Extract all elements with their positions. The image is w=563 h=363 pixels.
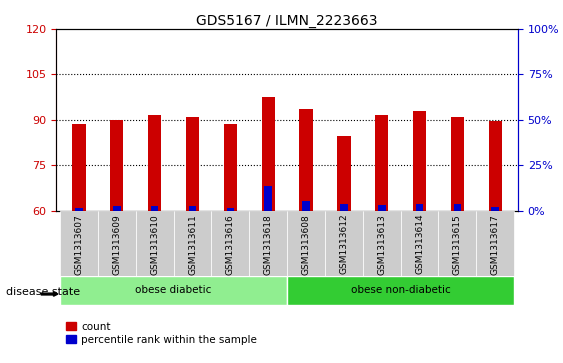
Bar xyxy=(416,204,423,211)
Text: GSM1313614: GSM1313614 xyxy=(415,214,424,274)
Bar xyxy=(113,206,120,211)
Bar xyxy=(302,201,310,211)
Bar xyxy=(439,211,476,276)
Text: GSM1313618: GSM1313618 xyxy=(263,214,272,274)
Bar xyxy=(340,204,348,211)
Bar xyxy=(265,186,272,211)
Text: GSM1313608: GSM1313608 xyxy=(302,214,311,274)
Bar xyxy=(287,276,514,305)
Legend: count, percentile rank within the sample: count, percentile rank within the sample xyxy=(61,317,261,349)
Bar xyxy=(413,111,426,211)
Text: obese non-diabetic: obese non-diabetic xyxy=(351,285,450,295)
Bar xyxy=(212,211,249,276)
Bar xyxy=(375,115,388,211)
Bar xyxy=(60,276,287,305)
Bar xyxy=(98,211,136,276)
Bar xyxy=(378,205,386,211)
Bar xyxy=(337,136,351,211)
Bar xyxy=(73,124,86,211)
Bar xyxy=(287,211,325,276)
Text: GSM1313610: GSM1313610 xyxy=(150,214,159,274)
Bar xyxy=(189,206,196,211)
Bar xyxy=(451,117,464,211)
Bar xyxy=(186,117,199,211)
Bar xyxy=(363,211,401,276)
Text: GSM1313607: GSM1313607 xyxy=(74,214,83,274)
Text: disease state: disease state xyxy=(6,287,80,297)
Bar xyxy=(151,206,158,211)
Bar xyxy=(489,121,502,211)
Bar xyxy=(136,211,173,276)
Bar xyxy=(60,211,98,276)
Bar xyxy=(454,204,461,211)
Text: GSM1313612: GSM1313612 xyxy=(339,214,348,274)
Bar xyxy=(249,211,287,276)
Text: GSM1313613: GSM1313613 xyxy=(377,214,386,274)
Bar xyxy=(75,208,83,211)
Bar xyxy=(148,115,162,211)
Bar xyxy=(173,211,212,276)
Bar xyxy=(226,208,234,211)
Text: GSM1313611: GSM1313611 xyxy=(188,214,197,274)
Bar xyxy=(300,109,312,211)
Bar xyxy=(401,211,439,276)
Bar xyxy=(325,211,363,276)
Text: obese diabetic: obese diabetic xyxy=(136,285,212,295)
Text: GSM1313616: GSM1313616 xyxy=(226,214,235,274)
Text: GSM1313609: GSM1313609 xyxy=(113,214,122,274)
Bar xyxy=(262,97,275,211)
Bar xyxy=(110,120,123,211)
Bar xyxy=(491,207,499,211)
Bar xyxy=(224,124,237,211)
Text: GSM1313615: GSM1313615 xyxy=(453,214,462,274)
Text: GSM1313617: GSM1313617 xyxy=(491,214,500,274)
Bar xyxy=(476,211,514,276)
Title: GDS5167 / ILMN_2223663: GDS5167 / ILMN_2223663 xyxy=(196,14,378,28)
